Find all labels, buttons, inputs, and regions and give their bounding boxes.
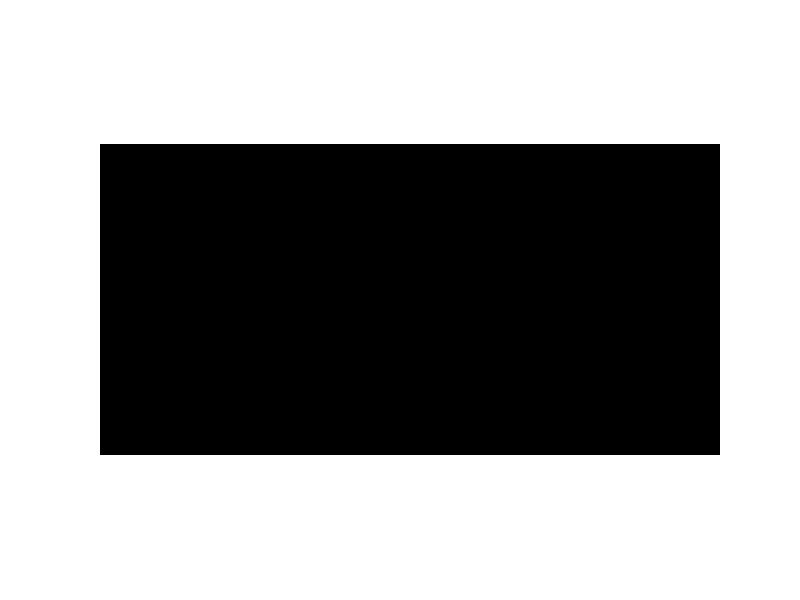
word-cloud-canvas	[100, 144, 720, 455]
word-cloud	[100, 144, 720, 455]
